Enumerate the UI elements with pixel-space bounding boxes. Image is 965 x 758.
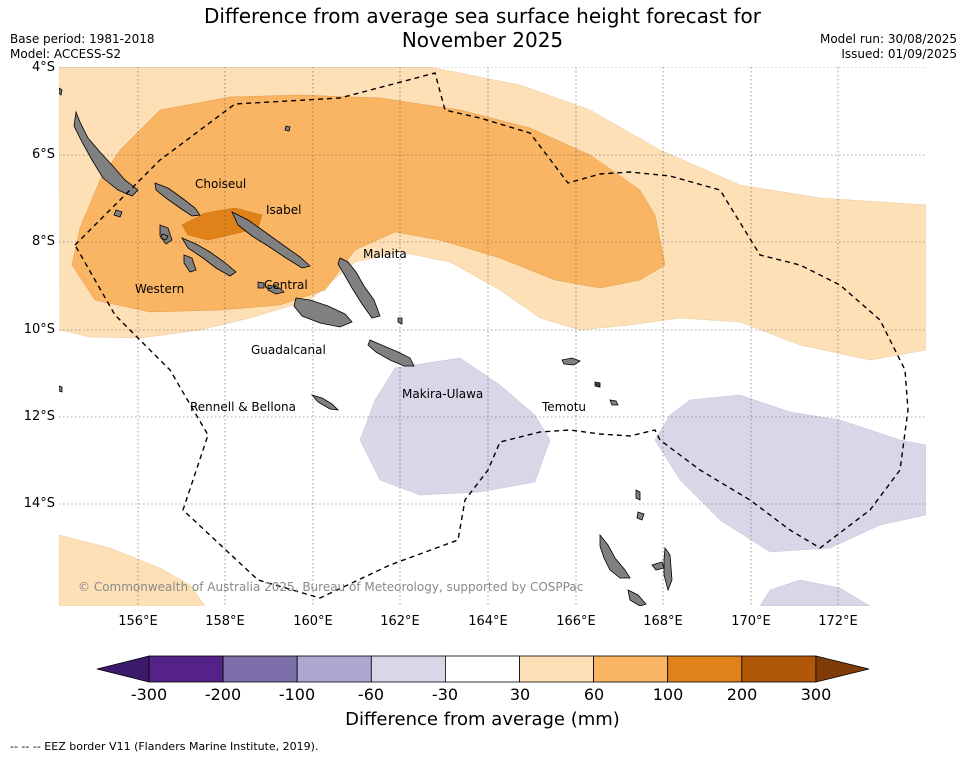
colorbar-segment	[667, 655, 743, 683]
colorbar-extend-low	[96, 655, 150, 683]
colorbar-label: 60	[583, 685, 605, 704]
ontong-java-atoll	[284, 125, 291, 132]
shortland-islands	[113, 209, 123, 218]
region-label-rennell-bellona: Rennell & Bellona	[190, 400, 297, 414]
santa-cruz-island	[561, 357, 581, 366]
bougainville-island	[73, 110, 139, 197]
x-tick-172e: 172°E	[818, 614, 858, 629]
y-tick-10s: 10°S	[23, 322, 55, 337]
sikaiana-atoll	[397, 317, 403, 325]
colorbar-label: 100	[652, 685, 684, 704]
model-run-text: Model run: 30/08/2025	[819, 32, 957, 46]
isabel-island	[231, 211, 311, 269]
base-period-text: Base period: 1981-2018	[10, 32, 155, 46]
torres-islands	[635, 489, 641, 501]
issued-text: Issued: 01/09/2025	[841, 47, 957, 61]
reef-islands	[595, 383, 601, 388]
colorbar-segment	[741, 655, 817, 683]
x-tick-162e: 162°E	[380, 614, 420, 629]
region-label-isabel: Isabel	[266, 203, 302, 217]
region-label-temotu: Temotu	[542, 400, 587, 414]
west-edge-islet	[59, 385, 63, 393]
region-label-guadalcanal: Guadalcanal	[251, 343, 326, 357]
colorbar	[96, 655, 870, 683]
x-tick-160e: 160°E	[293, 614, 333, 629]
page-title: Difference from average sea surface heig…	[0, 4, 965, 52]
anomaly-region-neg-30-60-east	[654, 394, 926, 553]
land-masses	[59, 87, 673, 606]
florida-islands	[267, 284, 285, 295]
colorbar-title: Difference from average (mm)	[345, 709, 620, 730]
anomaly-region-60-100	[71, 94, 666, 313]
y-tick-4s: 4°S	[31, 60, 55, 75]
russell-islands	[257, 281, 265, 289]
map-canvas	[59, 67, 926, 606]
region-label-malaita: Malaita	[363, 247, 407, 261]
x-tick-170e: 170°E	[731, 614, 771, 629]
meta-left: Base period: 1981-2018 Model: ACCESS-S2	[10, 32, 155, 62]
colorbar-label: 300	[800, 685, 832, 704]
y-tick-14s: 14°S	[23, 496, 55, 511]
espiritu-santo-island	[599, 533, 631, 579]
colorbar-extend-high	[815, 655, 870, 683]
choiseul-island	[154, 182, 201, 217]
y-tick-8s: 8°S	[31, 234, 55, 249]
region-label-choiseul: Choiseul	[195, 177, 247, 191]
colorbar-label: -30	[431, 685, 459, 704]
colorbar-label: -200	[204, 685, 242, 704]
anomaly-region-neg-30-60-southeast	[759, 579, 871, 606]
colorbar-segment	[593, 655, 669, 683]
colorbar-label: -100	[278, 685, 316, 704]
banks-islands	[636, 511, 645, 521]
eez-footnote: -- -- -- EEZ border V11 (Flanders Marine…	[10, 740, 319, 753]
title-line-2: November 2025	[401, 28, 564, 52]
copyright-notice: © Commonwealth of Australia 2025, Bureau…	[78, 580, 584, 594]
colorbar-segment	[444, 655, 520, 683]
colorbar-segment	[296, 655, 372, 683]
x-tick-168e: 168°E	[643, 614, 683, 629]
colorbar-label: 200	[726, 685, 758, 704]
x-tick-156e: 156°E	[118, 614, 158, 629]
colorbar-segment	[370, 655, 446, 683]
colorbar-label: -60	[357, 685, 385, 704]
malaita-island	[337, 257, 381, 319]
malakula-island	[627, 589, 647, 606]
guadalcanal-island	[293, 297, 353, 328]
title-line-1: Difference from average sea surface heig…	[203, 4, 762, 28]
gridlines	[59, 67, 926, 606]
vella-lavella-island	[159, 224, 173, 245]
model-text: Model: ACCESS-S2	[10, 47, 122, 61]
colorbar-segment	[148, 655, 224, 683]
anomaly-region-30-60-southwest	[59, 534, 206, 606]
treasury-island	[160, 233, 169, 241]
colorbar-label: 30	[509, 685, 531, 704]
pentecost-island	[663, 546, 673, 592]
rennell-island	[310, 394, 340, 411]
vanikoro-island	[609, 399, 619, 406]
region-label-central: Central	[264, 278, 308, 292]
region-label-western: Western	[135, 282, 185, 296]
meta-right: Model run: 30/08/2025 Issued: 01/09/2025	[820, 32, 957, 62]
anomaly-region-neg-30-60-central	[359, 357, 551, 496]
x-tick-166e: 166°E	[556, 614, 596, 629]
colorbar-segment	[222, 655, 298, 683]
makira-island	[367, 339, 415, 367]
colorbar-segment	[519, 655, 594, 683]
y-tick-6s: 6°S	[31, 147, 55, 162]
x-tick-164e: 164°E	[468, 614, 508, 629]
new-georgia-island	[181, 237, 237, 277]
colorbar-label: -300	[130, 685, 168, 704]
west-edge-island	[59, 87, 63, 96]
eez-border	[74, 72, 909, 599]
ranongga-island	[183, 254, 197, 273]
x-tick-158e: 158°E	[205, 614, 245, 629]
region-label-makira-ulawa: Makira-Ulawa	[402, 387, 484, 401]
y-tick-12s: 12°S	[23, 409, 55, 424]
